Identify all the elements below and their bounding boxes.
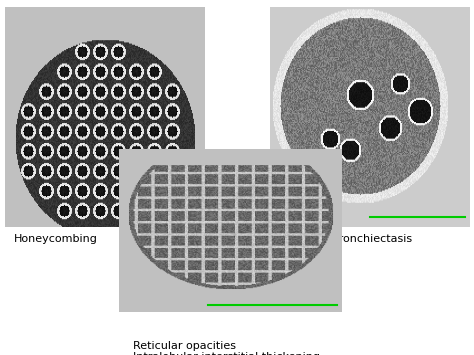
Text: Traction bronchiectasis: Traction bronchiectasis xyxy=(284,234,412,244)
Text: Reticular opacities
Intralobular interstitial thickening: Reticular opacities Intralobular interst… xyxy=(133,341,320,355)
Text: Honeycombing: Honeycombing xyxy=(14,234,98,244)
